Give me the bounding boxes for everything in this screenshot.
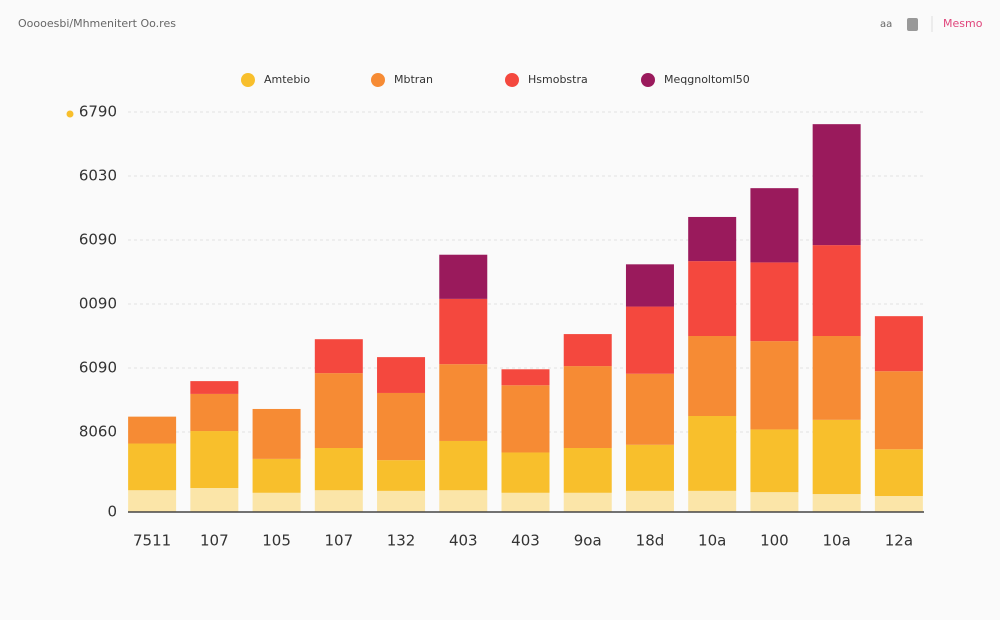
legend-label: Amtebio bbox=[264, 73, 310, 86]
bar-segment bbox=[377, 460, 426, 491]
bar-segment bbox=[812, 124, 861, 246]
x-tick-label: 107 bbox=[200, 532, 229, 550]
bar-segment bbox=[128, 490, 177, 512]
y-tick-label: 6790 bbox=[79, 103, 117, 121]
legend-label: Meqgnoltoml50 bbox=[664, 73, 750, 86]
x-tick-label: 12a bbox=[885, 532, 913, 550]
x-tick-label: 10a bbox=[698, 532, 726, 550]
x-tick-label: 105 bbox=[262, 532, 291, 550]
x-tick-label: 107 bbox=[324, 532, 353, 550]
bar-segment bbox=[874, 449, 923, 496]
bar-segment bbox=[812, 336, 861, 420]
bar-segment bbox=[252, 492, 301, 512]
header-link[interactable]: Mesmo bbox=[943, 17, 983, 30]
x-tick-label: 10a bbox=[823, 532, 851, 550]
bar-segment bbox=[563, 448, 612, 493]
bar-segment bbox=[812, 494, 861, 512]
bar-segment bbox=[314, 448, 363, 491]
bar-segment bbox=[625, 306, 674, 374]
bar-segment bbox=[563, 334, 612, 367]
legend-swatch bbox=[371, 73, 385, 87]
legend-swatch bbox=[641, 73, 655, 87]
bar-segment bbox=[190, 431, 239, 488]
y-tick-label: 8060 bbox=[79, 423, 117, 441]
bar-segment bbox=[812, 419, 861, 495]
bar-segment bbox=[812, 245, 861, 336]
bar-segment bbox=[252, 458, 301, 493]
bar-segment bbox=[688, 336, 737, 416]
bar-segment bbox=[874, 496, 923, 512]
bar-segment bbox=[625, 444, 674, 491]
header-text: aa bbox=[880, 19, 892, 30]
x-tick-label: 18d bbox=[636, 532, 665, 550]
y-tick-label: 6090 bbox=[79, 231, 117, 249]
bar-segment bbox=[314, 490, 363, 512]
x-tick-label: 403 bbox=[511, 532, 540, 550]
bar-segment bbox=[190, 488, 239, 512]
bar-segment bbox=[190, 393, 239, 432]
x-tick-label: 132 bbox=[387, 532, 416, 550]
bar-segment bbox=[688, 416, 737, 491]
header-icon[interactable] bbox=[907, 18, 918, 31]
page-title: Ooooesbi/Mhmenitert Oo.res bbox=[18, 17, 176, 30]
legend-swatch bbox=[241, 73, 255, 87]
bar-segment bbox=[128, 416, 177, 444]
bar-segment bbox=[439, 440, 488, 491]
bar-segment bbox=[377, 357, 426, 393]
bar-segment bbox=[874, 371, 923, 450]
y-tick-label: 6090 bbox=[79, 359, 117, 377]
y-tick-label: 6030 bbox=[79, 167, 117, 185]
bar-segment bbox=[377, 490, 426, 512]
bar-segment bbox=[625, 373, 674, 445]
bar-segment bbox=[252, 408, 301, 459]
bar-segment bbox=[439, 490, 488, 512]
legend-swatch bbox=[505, 73, 519, 87]
bar-segment bbox=[501, 492, 550, 512]
bar-segment bbox=[563, 492, 612, 512]
x-tick-label: 403 bbox=[449, 532, 478, 550]
y-tick-label: 0090 bbox=[79, 295, 117, 313]
bar-segment bbox=[625, 490, 674, 512]
bar-segment bbox=[750, 188, 799, 263]
bar-segment bbox=[439, 298, 488, 365]
bar-segment bbox=[563, 366, 612, 448]
bar-segment bbox=[190, 381, 239, 394]
bar-segment bbox=[128, 443, 177, 491]
legend-label: Mbtran bbox=[394, 73, 433, 86]
bar-segment bbox=[688, 261, 737, 336]
bar-segment bbox=[314, 373, 363, 448]
bar-segment bbox=[750, 262, 799, 342]
axis-dot bbox=[66, 110, 74, 118]
bar-segment bbox=[501, 385, 550, 453]
bar-segment bbox=[501, 369, 550, 386]
x-tick-label: 9oa bbox=[574, 532, 602, 550]
bar-segment bbox=[625, 264, 674, 307]
bar-segment bbox=[874, 316, 923, 372]
x-tick-label: 7511 bbox=[133, 532, 171, 550]
bar-segment bbox=[688, 490, 737, 512]
bar-segment bbox=[314, 339, 363, 374]
bar-segment bbox=[750, 492, 799, 512]
x-tick-label: 100 bbox=[760, 532, 789, 550]
bar-segment bbox=[501, 452, 550, 493]
bar-segment bbox=[439, 254, 488, 299]
legend-label: Hsmobstra bbox=[528, 73, 588, 86]
y-tick-label: 0 bbox=[107, 503, 117, 521]
bar-segment bbox=[377, 392, 426, 461]
bar-segment bbox=[750, 341, 799, 430]
bar-segment bbox=[750, 429, 799, 493]
bar-segment bbox=[439, 364, 488, 441]
bar-segment bbox=[688, 216, 737, 262]
